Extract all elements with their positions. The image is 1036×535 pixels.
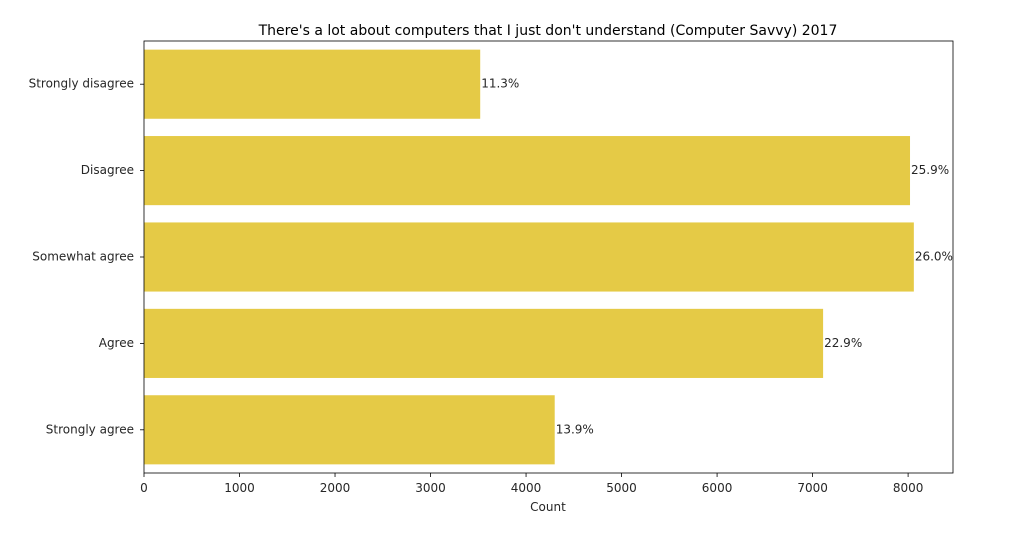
data-label: 13.9%: [556, 422, 594, 436]
y-tick-label: Somewhat agree: [32, 250, 134, 264]
x-tick-label: 7000: [797, 481, 828, 495]
x-tick-label: 1000: [224, 481, 255, 495]
x-tick-label: 3000: [415, 481, 446, 495]
bar: [144, 222, 914, 292]
data-label: 26.0%: [915, 250, 953, 264]
y-tick-label: Agree: [99, 336, 134, 350]
data-label: 11.3%: [481, 77, 519, 91]
y-tick-label: Strongly disagree: [29, 77, 134, 91]
chart-title: There's a lot about computers that I jus…: [258, 23, 838, 39]
x-tick-label: 5000: [606, 481, 637, 495]
bars-group: [144, 49, 914, 465]
x-axis: 0 1000 2000 3000 4000 5000 6000 7000 8000: [140, 473, 923, 495]
y-tick-label: Strongly agree: [46, 422, 134, 436]
x-tick-label: 0: [140, 481, 148, 495]
bar: [144, 395, 555, 465]
bar: [144, 136, 911, 206]
data-label: 22.9%: [824, 336, 862, 350]
plot-frame: [143, 40, 954, 474]
y-axis: Strongly disagree Disagree Somewhat agree A…: [29, 77, 144, 436]
x-axis-label: Count: [530, 500, 566, 514]
x-tick-label: 6000: [702, 481, 733, 495]
x-tick-label: 4000: [511, 481, 542, 495]
data-label: 25.9%: [911, 163, 949, 177]
y-tick-label: Disagree: [81, 163, 134, 177]
data-labels-group: 11.3% 25.9% 26.0% 22.9% 13.9%: [481, 77, 953, 437]
x-tick-label: 8000: [893, 481, 924, 495]
bar: [144, 49, 481, 119]
x-tick-label: 2000: [320, 481, 351, 495]
bar: [144, 308, 824, 378]
